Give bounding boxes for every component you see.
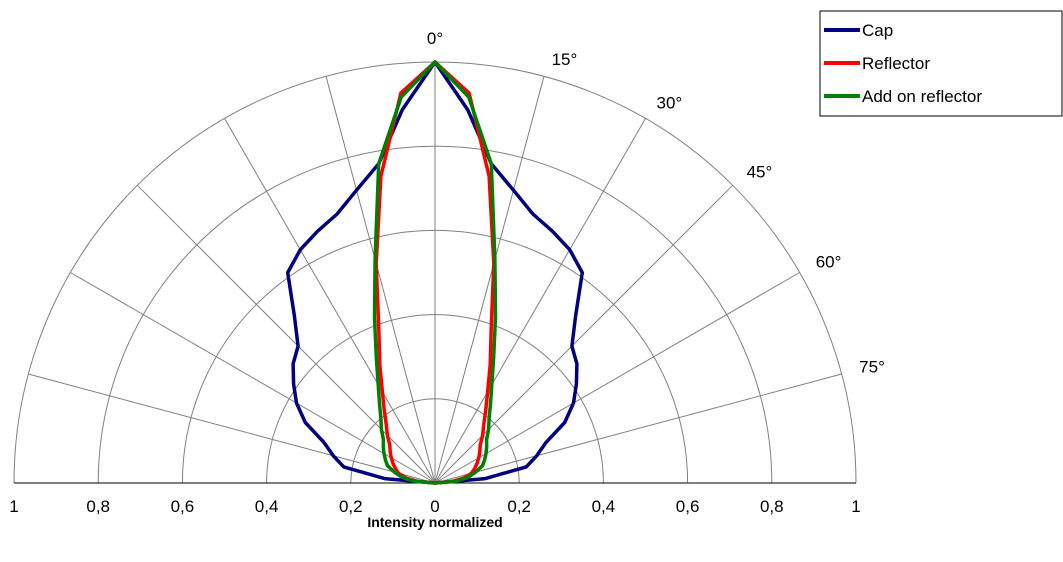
grid-spoke xyxy=(224,118,436,484)
radial-tick-label: 0 xyxy=(430,497,439,516)
angle-label: 60° xyxy=(816,253,842,272)
polar-grid xyxy=(13,61,857,484)
grid-spoke xyxy=(434,272,800,484)
grid-spoke xyxy=(434,184,734,484)
grid-spoke xyxy=(28,373,436,484)
grid-spoke xyxy=(434,118,646,484)
legend-box xyxy=(819,10,1063,117)
grid-spoke xyxy=(325,76,436,484)
angle-label: 75° xyxy=(859,357,885,376)
radial-tick-label: 0,6 xyxy=(676,497,700,516)
grid-spoke xyxy=(70,272,436,484)
radial-tick-label: 0,2 xyxy=(339,497,363,516)
legend-label: Cap xyxy=(862,21,893,40)
angle-labels: 0° 15° 30° 45° 60° 75° xyxy=(427,29,885,376)
x-axis-label: Intensity normalized xyxy=(367,514,502,530)
radial-tick-label: 0,4 xyxy=(255,497,279,516)
radial-tick-label: 0,2 xyxy=(507,497,531,516)
grid-spoke xyxy=(136,184,436,484)
angle-label: 45° xyxy=(747,162,773,181)
legend-label: Reflector xyxy=(862,54,930,73)
grid-spoke xyxy=(434,373,842,484)
series-line-add-on-reflector xyxy=(372,60,498,485)
radial-tick-label: 0,6 xyxy=(171,497,195,516)
legend: Cap Reflector Add on reflector xyxy=(819,10,1063,117)
radial-tick-label: 1 xyxy=(9,497,18,516)
grid-spoke xyxy=(434,76,545,484)
radial-tick-labels: 1 0,8 0,6 0,4 0,2 0 0,2 0,4 0,6 0,8 1 xyxy=(9,497,860,516)
radial-tick-label: 1 xyxy=(851,497,860,516)
angle-label: 15° xyxy=(552,50,578,69)
radial-tick-label: 0,8 xyxy=(86,497,110,516)
radial-tick-label: 0,4 xyxy=(592,497,616,516)
angle-label: 0° xyxy=(427,29,443,48)
series-layer xyxy=(285,60,585,485)
legend-label: Add on reflector xyxy=(862,87,982,106)
angle-label: 30° xyxy=(657,93,683,112)
radial-tick-label: 0,8 xyxy=(760,497,784,516)
